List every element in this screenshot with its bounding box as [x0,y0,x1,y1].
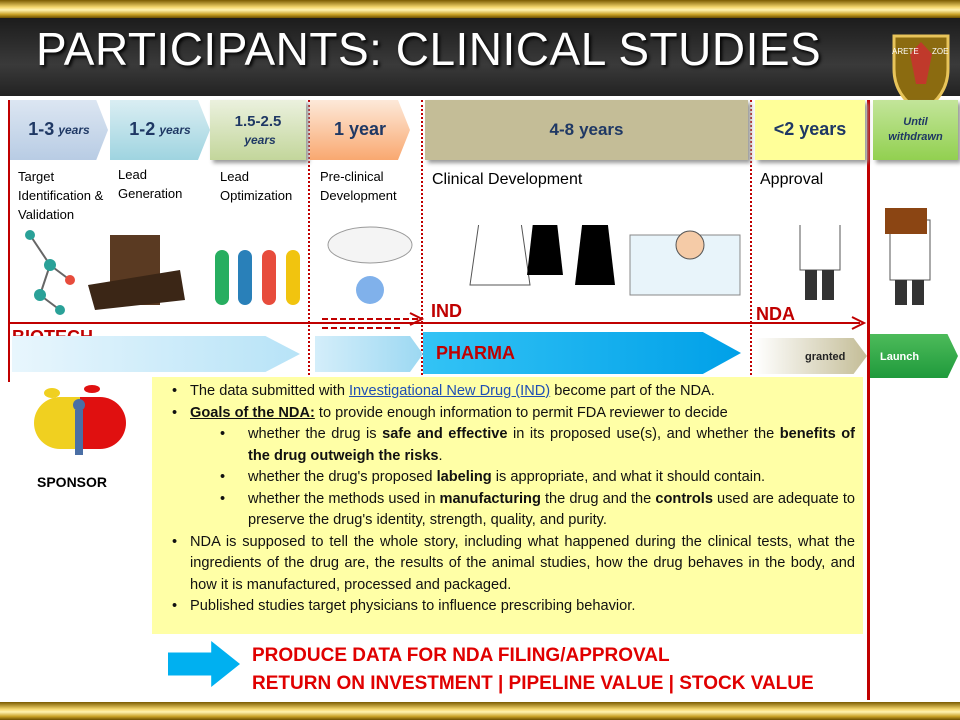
bullet: whether the methods used in manufacturin… [162,489,855,532]
phase-label: Clinical Development [432,171,583,188]
link[interactable]: Investigational New Drug (IND) [349,383,551,399]
phase-box: <2 years [755,100,865,160]
stage-arrow [870,334,958,378]
duration-unit: years [58,122,90,137]
text-run: . [438,447,443,464]
phase-label: Approval [760,171,824,188]
duration-unit: years [244,133,276,148]
text-run: whether the drug is [248,426,383,442]
stage-label: PHARMA [436,343,515,363]
footer-arrow [168,641,240,687]
bullet: whether the drug is safe and effective i… [162,424,855,467]
duration: 1-3 [28,119,55,140]
milestone: IND [431,301,462,321]
duration-unit: years [159,122,191,137]
phase-label: Lead Optimization [220,169,293,203]
milestone: NDA [756,304,795,324]
illustrations [25,225,841,315]
divider [750,100,752,375]
stage-label: Launch [880,351,920,363]
text-run: the drug and the [540,490,656,507]
sponsor-label: SPONSOR [37,474,108,490]
text-run: NDA is supposed to tell the whole story,… [190,533,855,593]
duration-unit: year [348,119,387,140]
phase-label: Pre-clinical Development [320,169,397,203]
duration-unit: years [579,120,624,140]
footer-line: RETURN ON INVESTMENT | PIPELINE VALUE | … [252,673,814,694]
duration: 1 [333,119,344,140]
text-run: is appropriate, and what it should conta… [491,469,766,485]
phase-label: Target Identification & Validation [18,169,104,222]
timeline [8,312,867,330]
capsule-icon [34,385,126,455]
illustration [885,208,931,305]
divider [867,100,870,700]
text-run: whether the methods used in [248,490,440,507]
duration: 1-2 [129,119,156,140]
divider [421,100,423,375]
duration: 4-8 [549,120,575,140]
text-run: Goals of the NDA: [190,404,315,421]
text-run: used are adequate to preserve the drug's… [248,490,856,529]
phase-box: 1 year [310,100,410,160]
stage-label: granted [805,351,846,363]
logo-text: ARETE [892,47,919,56]
stage-arrow [423,332,741,374]
text-run: safe and effective [382,426,508,442]
text-run: to provide enough information to permit … [314,404,728,421]
text-run: Published studies target physicians to i… [190,598,636,614]
divider [308,100,310,375]
duration: 1.5-2.5 [234,113,282,131]
text-run: controls [655,490,713,507]
phase-label: Lead Generation [118,167,183,201]
text-run: The data submitted with [190,383,349,399]
text-run: whether the drug's proposed [248,469,437,485]
phase-box: 4-8 years [425,100,748,160]
text-run: benefits of the drug outweigh the risks [248,426,855,464]
bullet: NDA is supposed to tell the whole story,… [162,532,855,597]
divider [8,100,10,382]
phase-box: 1.5-2.5 years [210,100,306,160]
notes-box: The data submitted with Investigational … [152,377,863,634]
bullet: The data submitted with Investigational … [162,381,855,403]
text-run: manufacturing [439,490,541,507]
top-border [0,0,960,18]
duration: <2 [773,119,795,140]
title-band [0,18,960,96]
stage-arrow [12,336,300,372]
bullet: Goals of the NDA: to provide enough info… [162,403,855,425]
title: PARTICIPANTS: CLINICAL STUDIES [36,23,822,75]
text-run: in its proposed use(s), and whether the [507,426,780,442]
stage-arrow [755,338,867,374]
bullet: Published studies target physicians to i… [162,596,855,618]
bullet: whether the drug's proposed labeling is … [162,467,855,489]
phase-box: Until withdrawn [873,100,958,160]
duration: Until withdrawn [888,115,943,143]
text-run: become part of the NDA. [550,383,715,399]
logo-text: ZOE [932,47,948,56]
duration-unit: years [799,119,847,140]
bottom-border [0,702,960,720]
phase-box: 1-3 years [10,100,108,160]
stage-arrow [315,336,423,372]
text-run: labeling [436,469,492,485]
footer-line: PRODUCE DATA FOR NDA FILING/APPROVAL [252,645,670,666]
phase-box: 1-2 years [110,100,210,160]
